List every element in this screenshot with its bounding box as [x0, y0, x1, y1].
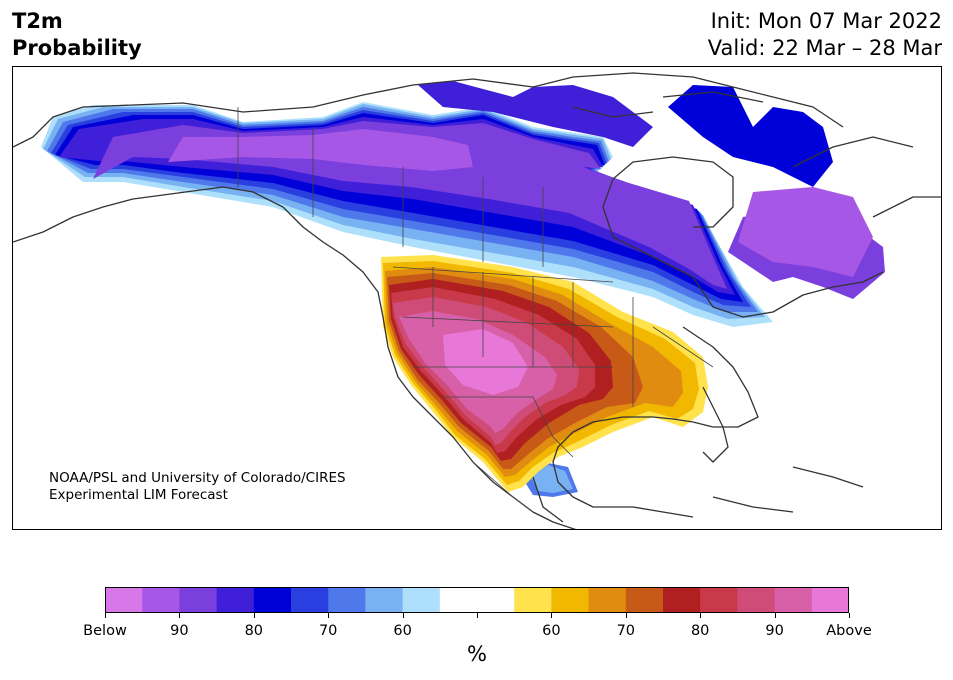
- colorbar-tick-mark: [253, 613, 255, 618]
- below-normal-region: [41, 81, 885, 497]
- title-quantity: Probability: [12, 36, 142, 60]
- colorbar-unit: %: [467, 642, 487, 666]
- credit-line-2: Experimental LIM Forecast: [49, 487, 228, 503]
- colorbar-swatch: [700, 587, 738, 613]
- map-panel: [12, 66, 942, 530]
- title-variable: T2m: [12, 9, 63, 33]
- colorbar-tick-mark: [625, 613, 627, 618]
- colorbar-tick-mark: [700, 613, 702, 618]
- colorbar-tick-label: 70: [318, 623, 338, 639]
- colorbar-tick-label: 60: [542, 623, 561, 639]
- colorbar-swatch: [551, 587, 590, 613]
- colorbar-swatch: [179, 587, 218, 613]
- colorbar-tick-mark: [849, 613, 850, 618]
- colorbar-tick-label: 80: [690, 623, 710, 639]
- colorbar-swatch: [253, 587, 292, 613]
- forecast-dates: Init: Mon 07 Mar 2022 Valid: 22 Mar – 28…: [708, 8, 942, 62]
- forecast-map: [13, 72, 941, 529]
- coastlines: [13, 72, 941, 529]
- colorbar-swatch: [588, 587, 627, 613]
- colorbar-swatch: [328, 587, 366, 613]
- credit-text: NOAA/PSL and University of Colorado/CIRE…: [49, 470, 346, 504]
- colorbar-tick-label: Above: [826, 623, 872, 639]
- colorbar-tick-mark: [402, 613, 404, 618]
- valid-range: Valid: 22 Mar – 28 Mar: [707, 36, 942, 60]
- colorbar-swatch: [216, 587, 255, 613]
- colorbar-swatch: [514, 587, 552, 613]
- colorbar-swatch: [477, 587, 515, 613]
- colorbar-swatch: [105, 587, 143, 613]
- colorbar-tick-mark: [179, 613, 181, 618]
- colorbar-swatch: [663, 587, 701, 613]
- political-borders: [237, 107, 714, 513]
- colorbar-tick-mark: [105, 613, 106, 618]
- colorbar: [105, 587, 849, 613]
- colorbar-border: [105, 587, 849, 613]
- colorbar-tick-label: 90: [170, 623, 189, 639]
- colorbar-swatch: [811, 587, 849, 613]
- map-title: T2m Probability: [12, 8, 142, 62]
- colorbar-tick-mark: [328, 613, 330, 618]
- colorbar-swatch: [625, 587, 664, 613]
- colorbar-swatches: [105, 587, 849, 613]
- colorbar-swatch: [142, 587, 180, 613]
- colorbar-tick-label: 90: [765, 623, 784, 639]
- colorbar-swatch: [291, 587, 329, 613]
- colorbar-tick-mark: [774, 613, 776, 618]
- init-date: Init: Mon 07 Mar 2022: [710, 9, 942, 33]
- credit-line-1: NOAA/PSL and University of Colorado/CIRE…: [49, 470, 346, 486]
- colorbar-swatch: [439, 587, 478, 613]
- colorbar-tick-label: 80: [244, 623, 264, 639]
- colorbar-tick-mark: [477, 613, 478, 618]
- colorbar-tick-label: Below: [83, 623, 127, 639]
- colorbar-tick-label: 70: [616, 623, 636, 639]
- colorbar-swatch: [402, 587, 441, 613]
- colorbar-tick-label: 60: [393, 623, 412, 639]
- colorbar-swatch: [365, 587, 404, 613]
- colorbar-swatch: [737, 587, 776, 613]
- colorbar-swatch: [774, 587, 813, 613]
- colorbar-tick-mark: [551, 613, 553, 618]
